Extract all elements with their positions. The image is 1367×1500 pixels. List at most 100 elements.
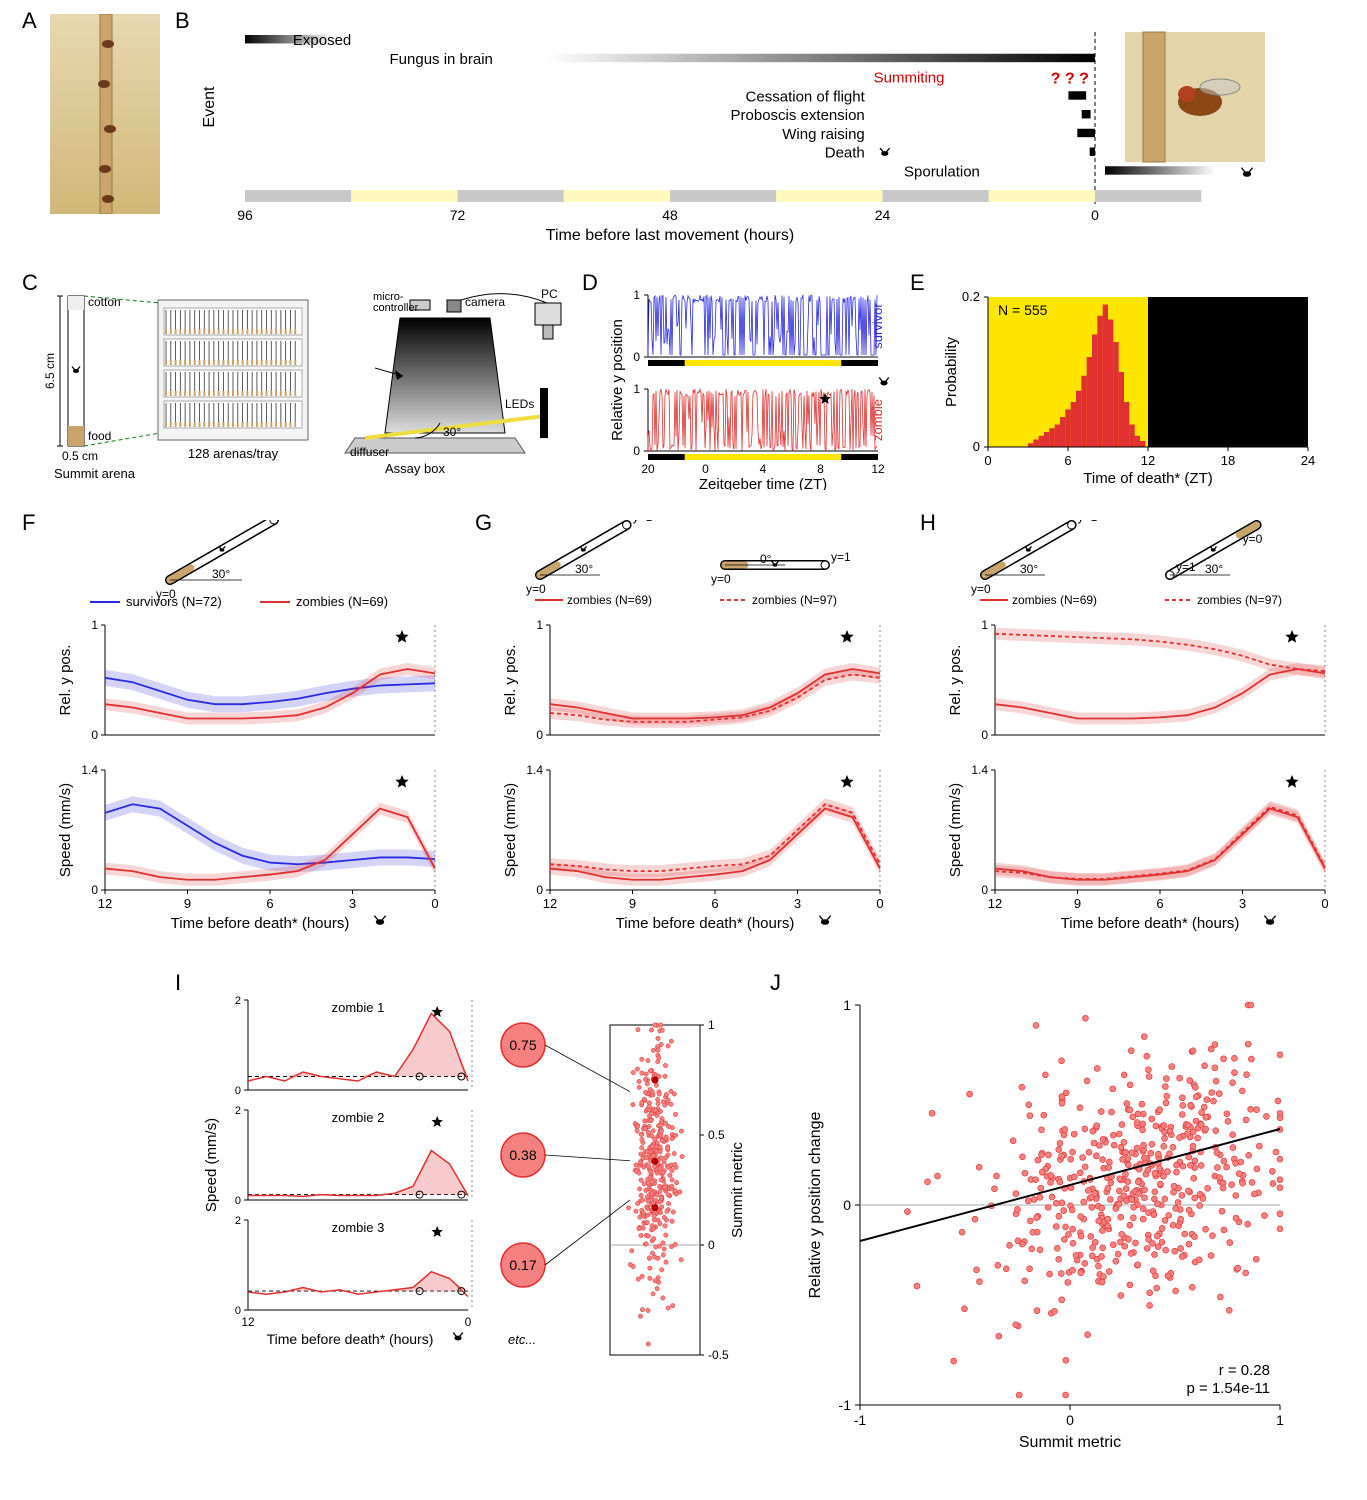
svg-text:1: 1 bbox=[1276, 1412, 1284, 1428]
panelH: 30°y=0y=130°y=0y=1zombies (N=69)zombies … bbox=[940, 520, 1360, 955]
svg-text:2: 2 bbox=[235, 1215, 241, 1227]
svg-text:Speed (mm/s): Speed (mm/s) bbox=[947, 783, 964, 877]
svg-text:1: 1 bbox=[91, 618, 98, 632]
panelG: 30°y=0y=10°y=0y=1zombies (N=69)zombies (… bbox=[495, 520, 915, 955]
svg-text:Wing raising: Wing raising bbox=[782, 126, 865, 143]
svg-text:survivor: survivor bbox=[870, 303, 885, 349]
svg-text:4: 4 bbox=[760, 462, 767, 476]
svg-text:Summit arena: Summit arena bbox=[54, 466, 136, 481]
svg-text:0: 0 bbox=[702, 462, 709, 476]
panelE-hist: 00.206121824ProbabilityTime of death* (Z… bbox=[940, 285, 1335, 490]
svg-text:6: 6 bbox=[1156, 896, 1163, 911]
svg-text:LEDs: LEDs bbox=[505, 397, 534, 411]
svg-text:y=1: y=1 bbox=[1078, 520, 1098, 524]
svg-text:Zeitgeber time (ZT): Zeitgeber time (ZT) bbox=[699, 476, 827, 490]
svg-text:30°: 30° bbox=[443, 425, 461, 439]
svg-text:12: 12 bbox=[871, 462, 885, 476]
svg-text:y=0: y=0 bbox=[711, 572, 731, 586]
svg-text:9: 9 bbox=[184, 896, 191, 911]
svg-text:survivors (N=72): survivors (N=72) bbox=[126, 594, 222, 609]
label-G: G bbox=[475, 510, 492, 536]
svg-text:zombie: zombie bbox=[870, 399, 885, 441]
svg-text:0: 0 bbox=[536, 728, 543, 742]
svg-text:0.75: 0.75 bbox=[509, 1037, 536, 1053]
svg-text:30°: 30° bbox=[212, 567, 230, 581]
svg-text:30°: 30° bbox=[1205, 562, 1223, 576]
svg-text:-1: -1 bbox=[854, 1412, 867, 1428]
svg-text:12: 12 bbox=[988, 896, 1002, 911]
svg-text:0: 0 bbox=[984, 453, 991, 468]
svg-text:Time before death* (hours): Time before death* (hours) bbox=[1061, 915, 1240, 932]
svg-text:6.5 cm: 6.5 cm bbox=[43, 353, 57, 389]
panelF: 30°y=0y=1survivors (N=72)zombies (N=69)0… bbox=[50, 520, 470, 955]
panelD-traces: 01survivor01zombieRelative y position200… bbox=[608, 285, 898, 490]
svg-text:zombies (N=69): zombies (N=69) bbox=[567, 593, 652, 607]
svg-text:0: 0 bbox=[235, 1085, 241, 1097]
svg-text:20: 20 bbox=[641, 462, 655, 476]
svg-text:0: 0 bbox=[91, 728, 98, 742]
svg-text:Sporulation: Sporulation bbox=[904, 163, 980, 180]
svg-text:0: 0 bbox=[235, 1305, 241, 1317]
svg-text:Relative y position change: Relative y position change bbox=[807, 1112, 824, 1299]
svg-text:y=1: y=1 bbox=[633, 520, 653, 524]
svg-text:0: 0 bbox=[1091, 207, 1099, 223]
panelJ: -101-101Relative y position changeSummit… bbox=[800, 985, 1330, 1465]
svg-text:12: 12 bbox=[1141, 453, 1155, 468]
svg-text:Cessation of flight: Cessation of flight bbox=[746, 88, 866, 105]
svg-text:0: 0 bbox=[235, 1195, 241, 1207]
svg-text:Assay box: Assay box bbox=[385, 461, 445, 476]
svg-text:3: 3 bbox=[349, 896, 356, 911]
svg-text:0: 0 bbox=[91, 883, 98, 897]
svg-text:y=0: y=0 bbox=[971, 582, 991, 596]
svg-text:Proboscis extension: Proboscis extension bbox=[731, 107, 865, 124]
svg-text:Time before death* (hours): Time before death* (hours) bbox=[616, 915, 795, 932]
svg-text:Speed (mm/s): Speed (mm/s) bbox=[203, 1118, 220, 1212]
svg-text:24: 24 bbox=[875, 207, 891, 223]
label-J: J bbox=[770, 970, 781, 996]
svg-text:Speed (mm/s): Speed (mm/s) bbox=[502, 783, 519, 877]
svg-text:12: 12 bbox=[241, 1315, 255, 1329]
svg-text:Probability: Probability bbox=[943, 336, 960, 407]
panelI: 02zombie 10.7502zombie 20.3802zombie 30.… bbox=[200, 985, 760, 1465]
svg-text:0: 0 bbox=[633, 444, 640, 458]
svg-text:8: 8 bbox=[817, 462, 824, 476]
svg-text:zombie 3: zombie 3 bbox=[332, 1220, 385, 1235]
svg-text:6: 6 bbox=[711, 896, 718, 911]
svg-text:zombies (N=69): zombies (N=69) bbox=[1012, 593, 1097, 607]
svg-text:Time before death* (hours): Time before death* (hours) bbox=[267, 1331, 434, 1347]
svg-text:N = 555: N = 555 bbox=[998, 302, 1048, 318]
svg-text:1.4: 1.4 bbox=[971, 763, 988, 777]
svg-text:18: 18 bbox=[1221, 453, 1235, 468]
svg-text:Summit metric: Summit metric bbox=[729, 1142, 746, 1238]
svg-text:0.38: 0.38 bbox=[509, 1147, 536, 1163]
svg-text:72: 72 bbox=[450, 207, 466, 223]
svg-text:Speed (mm/s): Speed (mm/s) bbox=[57, 783, 74, 877]
svg-text:Time before death* (hours): Time before death* (hours) bbox=[171, 915, 350, 932]
panelA-photo bbox=[50, 14, 160, 214]
svg-text:Death: Death bbox=[825, 145, 865, 162]
svg-text:y=0: y=0 bbox=[1243, 532, 1263, 546]
svg-text:2: 2 bbox=[235, 995, 241, 1007]
svg-text:0: 0 bbox=[876, 896, 883, 911]
svg-text:12: 12 bbox=[543, 896, 557, 911]
svg-text:p = 1.54e-11: p = 1.54e-11 bbox=[1186, 1380, 1270, 1397]
svg-text:diffuser: diffuser bbox=[350, 445, 389, 459]
panelB-timeline: ? ? ?ExposedFungus in brainSummitingCess… bbox=[200, 14, 1340, 249]
svg-text:96: 96 bbox=[237, 207, 253, 223]
svg-text:9: 9 bbox=[629, 896, 636, 911]
label-H: H bbox=[920, 510, 936, 536]
svg-text:0: 0 bbox=[536, 883, 543, 897]
panelC-diagram: 6.5 cmcottonfood0.5 cmSummit arena128 ar… bbox=[40, 288, 570, 493]
svg-text:6: 6 bbox=[1064, 453, 1071, 468]
svg-text:r = 0.28: r = 0.28 bbox=[1219, 1362, 1270, 1379]
svg-text:3: 3 bbox=[1239, 896, 1246, 911]
svg-text:0: 0 bbox=[431, 896, 438, 911]
svg-text:30°: 30° bbox=[1020, 562, 1038, 576]
label-D: D bbox=[582, 270, 598, 296]
svg-text:0°: 0° bbox=[760, 552, 772, 566]
svg-text:9: 9 bbox=[1074, 896, 1081, 911]
label-I: I bbox=[175, 970, 181, 996]
label-E: E bbox=[910, 270, 925, 296]
svg-text:Relative y position: Relative y position bbox=[609, 319, 626, 441]
svg-text:Rel. y pos.: Rel. y pos. bbox=[502, 645, 519, 716]
